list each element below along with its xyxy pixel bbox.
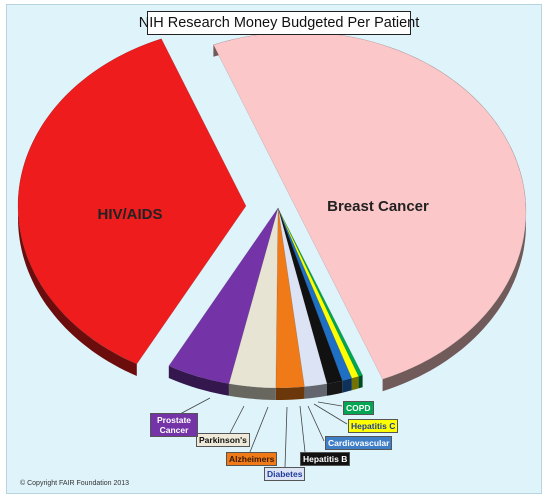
leader-line-diabetes (284, 406, 288, 468)
pie-slice-side-hepatitis-c (351, 376, 359, 391)
leader-line-parkinson-s (229, 405, 245, 434)
pie-slice-side-alzheimers (275, 386, 305, 400)
pie-slice-copd (277, 207, 364, 377)
pie-slice-parkinson-s (228, 207, 279, 389)
label-prostate-cancer: Prostate Cancer (150, 413, 198, 437)
pie-slice-hepatitis-b (277, 207, 343, 385)
label-alzheimers: Alzheimers (226, 452, 278, 466)
leader-line-alzheimers (249, 406, 269, 453)
pie-slice-diabetes (277, 207, 328, 388)
pie-slice-hepatitis-c (277, 207, 360, 379)
copyright-text: © Copyright FAIR Foundation 2013 (20, 480, 130, 487)
leader-line-prostate-cancer (179, 397, 211, 415)
pie-slice-side-copd (358, 375, 363, 389)
slice-label-hiv-aids: HIV/AIDS (97, 206, 162, 223)
leader-line-hepatitis-c (313, 403, 348, 425)
leader-line-copd (317, 401, 343, 407)
leader-line-cardiovascular (307, 405, 325, 442)
pie-slice-side-prostate-cancer (168, 366, 229, 396)
label-hepatitis-c: Hepatitis C (348, 419, 399, 433)
pie-slice-side-parkinson-s (228, 383, 276, 400)
label-hepatitis-b: Hepatitis B (300, 452, 351, 466)
label-cardiovascular: Cardiovascular (325, 436, 393, 450)
pie-slice-side-hepatitis-b (327, 380, 343, 396)
slice-label-breast-cancer: Breast Cancer (327, 198, 429, 215)
label-parkinsons: Parkinson's (196, 433, 250, 447)
pie-slice-alzheimers (275, 207, 305, 389)
pie-slice-prostate-cancer (168, 207, 279, 385)
pie-slice-hiv-aids (17, 38, 247, 365)
label-copd: COPD (343, 401, 374, 415)
chart-title: NIH Research Money Budgeted Per Patient (139, 11, 419, 35)
pie-slice-cardiovascular (277, 207, 353, 382)
pie-slice-side-diabetes (304, 383, 327, 399)
leader-line-hepatitis-b (299, 405, 306, 453)
pie-slice-side-cardiovascular (342, 378, 352, 393)
label-diabetes: Diabetes (264, 467, 306, 481)
